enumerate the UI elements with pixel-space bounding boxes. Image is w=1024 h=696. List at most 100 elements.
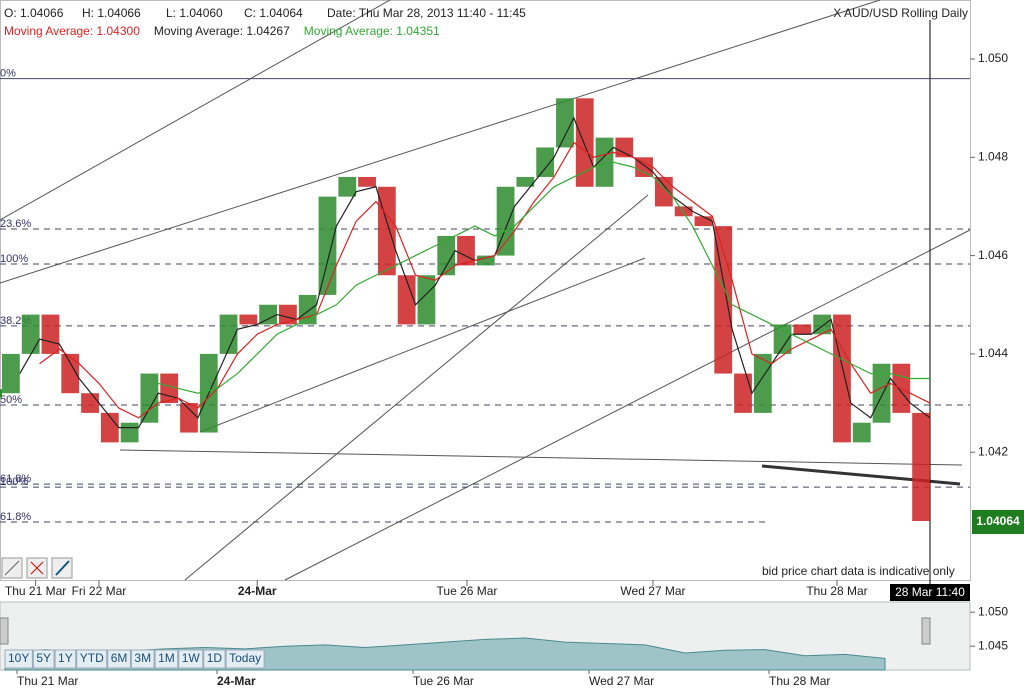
candle (397, 275, 416, 325)
close: C: 1.04064 (244, 6, 303, 20)
range-button[interactable]: 1M (154, 649, 179, 669)
range-box (154, 649, 179, 669)
candle (536, 147, 555, 177)
chart-title: X AUD/USD Rolling Daily (833, 6, 968, 20)
candle (21, 314, 40, 354)
trend-line (199, 257, 646, 433)
range-box (54, 649, 77, 669)
legend-entry: Moving Average: 1.04351 (304, 24, 440, 38)
last-price: 1.04064 (976, 514, 1020, 528)
level-label: 61.8% (0, 511, 31, 523)
x-tick-label: Thu 28 Mar (806, 584, 867, 598)
candle (239, 314, 258, 325)
level-label: 100% (0, 253, 28, 265)
candle (674, 206, 693, 217)
candle (41, 314, 60, 354)
range-button[interactable]: 1W (178, 649, 204, 669)
nav-x-tick-label: 24-Mar (217, 674, 256, 688)
range-label: 1W (182, 651, 201, 665)
moving-average (39, 141, 931, 419)
candle (180, 403, 198, 433)
y-tick-label: 1.042 (978, 444, 1008, 458)
legend-entry: Moving Average: 1.04267 (154, 24, 290, 38)
trend-line (119, 449, 963, 466)
header: O: 1.04066 H: 1.04066 L: 1.04060 C: 1.04… (4, 6, 968, 20)
range-button[interactable]: YTD (76, 649, 108, 669)
tools (1, 557, 73, 579)
candle (556, 98, 574, 148)
candle (872, 363, 891, 423)
level-label: 23.6% (0, 218, 31, 230)
tool-icon (30, 561, 44, 575)
candle (259, 304, 278, 325)
candle (833, 314, 851, 443)
range-box (32, 649, 55, 669)
moving-average (158, 161, 930, 394)
range-button[interactable]: 1Y (54, 649, 77, 669)
candle (714, 226, 733, 374)
x-tick-label: 24-Mar (238, 584, 277, 598)
range-box (76, 649, 108, 669)
tool-icon (55, 560, 70, 576)
open: O: 1.04066 (4, 6, 64, 20)
range-button[interactable]: 3M (130, 649, 155, 669)
range-label: 1Y (58, 651, 73, 665)
nav-x-tick-label: Thu 21 Mar (17, 674, 78, 688)
nav-x-tick-label: Thu 28 Mar (769, 674, 830, 688)
range-box (203, 649, 226, 669)
candle (476, 255, 495, 266)
candle (140, 373, 159, 423)
nav-y-tick-label: 1.045 (978, 638, 1008, 652)
last-price-box (972, 510, 1024, 534)
candle (120, 422, 139, 443)
range-box (130, 649, 155, 669)
x-tick-label: Tue 26 Mar (437, 584, 498, 598)
level-label: 0% (0, 68, 16, 80)
low: L: 1.04060 (166, 6, 223, 20)
candle (575, 98, 594, 187)
trend-line (0, 0, 391, 221)
candle (219, 314, 238, 354)
candle (615, 137, 634, 158)
candle (912, 412, 930, 522)
trend-line (184, 194, 649, 581)
candle (338, 176, 357, 197)
level-label: 61.8% (0, 473, 31, 485)
candle (654, 176, 673, 207)
crosshair-box (890, 584, 970, 601)
range-box (178, 649, 204, 669)
date: Date: Thu Mar 28, 2013 11:40 - 11:45 (327, 6, 526, 20)
nav-x-tick-label: Tue 26 Mar (413, 674, 474, 688)
range-button[interactable]: 10Y (4, 649, 33, 669)
candle (595, 137, 614, 187)
y-tick-label: 1.048 (978, 149, 1008, 163)
range-box (107, 649, 131, 669)
candle (437, 235, 456, 276)
note: bid price chart data is indicative only (762, 564, 955, 578)
range-box (4, 649, 33, 669)
y-tick-label: 1.046 (978, 248, 1008, 262)
range-label: Today (229, 651, 261, 665)
tool-icon (4, 560, 20, 576)
range-label: YTD (80, 651, 104, 665)
range-label: 3M (134, 651, 151, 665)
range-button[interactable]: Today (225, 649, 265, 669)
nav-y-tick-label: 1.050 (978, 604, 1008, 618)
navigator-handle[interactable] (921, 617, 931, 645)
range-button[interactable]: 6M (107, 649, 131, 669)
range-label: 5Y (36, 651, 51, 665)
range-button[interactable]: 1D (203, 649, 226, 669)
range-label: 10Y (8, 651, 29, 665)
range-button[interactable]: 5Y (32, 649, 55, 669)
candle (417, 275, 436, 325)
nav-x-tick-label: Wed 27 Mar (589, 674, 654, 688)
range-label: 6M (111, 651, 128, 665)
level-label: 50% (0, 394, 22, 406)
candle (298, 294, 317, 325)
navigator-handle[interactable] (0, 617, 9, 645)
candle (734, 373, 752, 413)
candle (358, 176, 376, 187)
y-tick-label: 1.050 (978, 51, 1008, 65)
candle (694, 216, 713, 227)
